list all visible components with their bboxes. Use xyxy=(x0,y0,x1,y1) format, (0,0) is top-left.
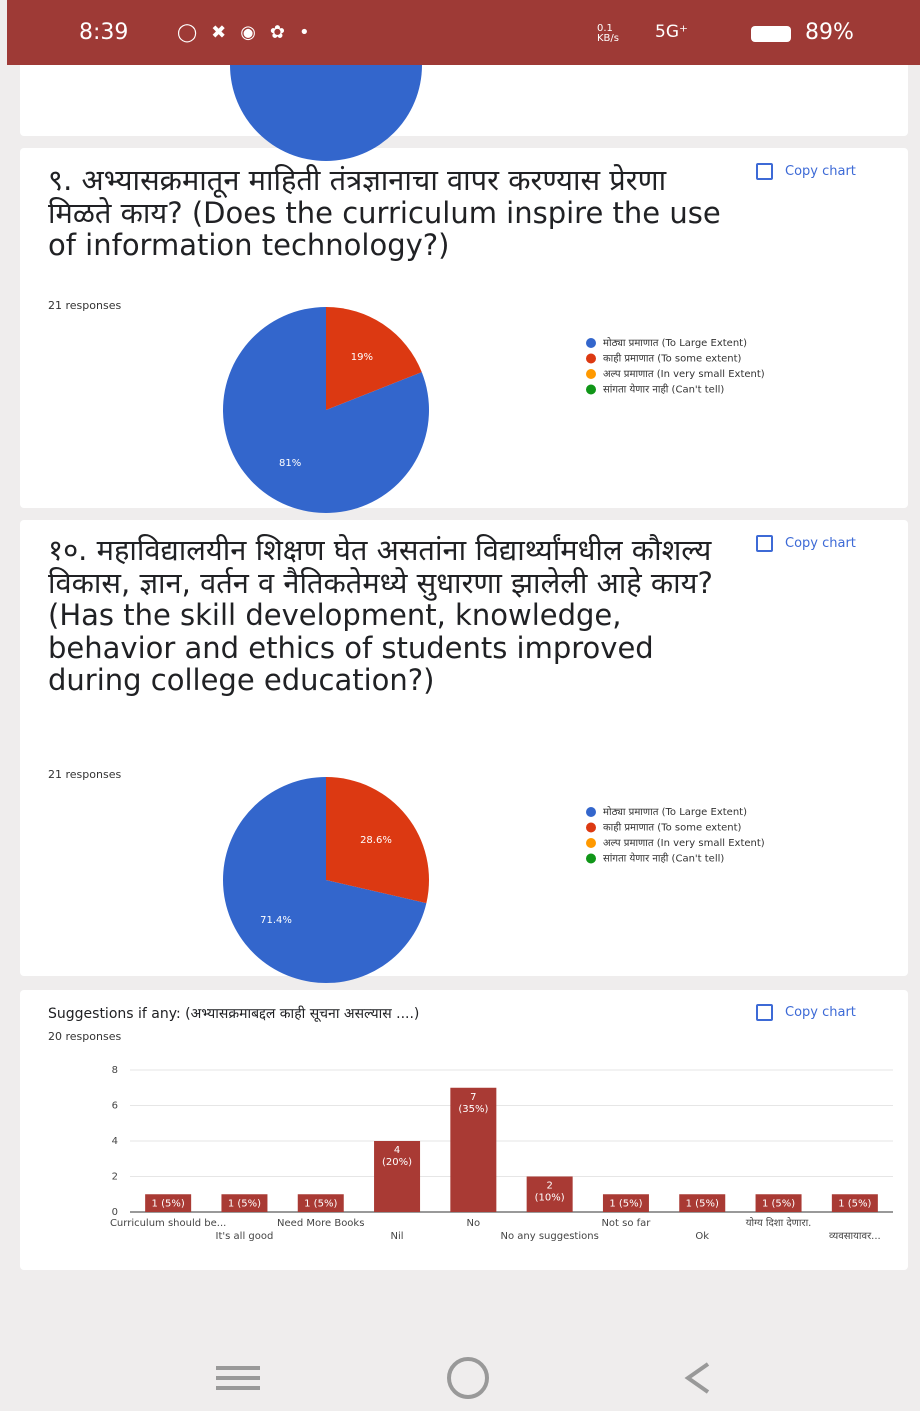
network: 5G⁺ xyxy=(655,22,688,42)
copy-chart[interactable]: Copy chart xyxy=(756,163,856,180)
legend-swatch xyxy=(586,353,596,364)
x-tick-label: Ok xyxy=(695,1231,709,1242)
battery: 89% xyxy=(805,20,854,45)
previous-pie xyxy=(230,65,422,161)
bar xyxy=(374,1141,421,1212)
bar-label-line: (35%) xyxy=(458,1104,488,1115)
battery-icon xyxy=(751,26,791,42)
slice-label: 81% xyxy=(279,458,301,469)
home-icon[interactable] xyxy=(447,1357,489,1399)
card xyxy=(20,148,908,508)
slice-label: 19% xyxy=(351,352,373,363)
legend-label: मोठ्या प्रमाणात (To Large Extent) xyxy=(603,337,747,349)
bar-label: 1 (5%) xyxy=(609,1198,642,1209)
legend-label: सांगता येणार नाही (Can't tell) xyxy=(603,384,724,396)
copy-label[interactable]: Copy chart xyxy=(785,536,856,551)
x-tick-label: No xyxy=(467,1218,481,1229)
nav-bar xyxy=(216,1357,710,1399)
pie-slice xyxy=(223,777,427,983)
x-tick-label: Curriculum should be... xyxy=(110,1218,226,1229)
legend-swatch xyxy=(586,822,596,833)
time: 8:39 xyxy=(79,20,129,45)
bar xyxy=(526,1176,573,1212)
chart-title: ९. अभ्यासक्रमातून माहिती तंत्रज्ञानाचा व… xyxy=(48,163,721,262)
bar-label: 1 (5%) xyxy=(762,1198,795,1209)
card xyxy=(20,520,908,976)
bar-label-line: 4 xyxy=(394,1145,400,1156)
bar-label: 1 (5%) xyxy=(838,1198,871,1209)
legend-label: मोठ्या प्रमाणात (To Large Extent) xyxy=(603,806,747,818)
legend-swatch xyxy=(586,807,596,817)
legend-label: काही प्रमाणात (To some extent) xyxy=(603,353,742,365)
notification-icons: ◯✖◉✿• xyxy=(177,22,324,43)
legend-swatch xyxy=(586,384,596,395)
bar-label: 1 (5%) xyxy=(228,1198,261,1209)
x-tick-label: योग्य दिशा देणारा. xyxy=(746,1217,812,1229)
responses: 21 responses xyxy=(48,768,122,781)
copy-chart[interactable]: Copy chart xyxy=(756,535,856,552)
bar xyxy=(145,1194,192,1212)
x-tick-label: Need More Books xyxy=(277,1218,364,1229)
x-tick-label: Nil xyxy=(391,1231,404,1242)
legend-label: सांगता येणार नाही (Can't tell) xyxy=(603,853,724,865)
x-tick-label: No any suggestions xyxy=(500,1231,598,1242)
legend-label: अल्प प्रमाणात (In very small Extent) xyxy=(603,838,765,849)
legend-swatch xyxy=(586,338,596,348)
copy-label[interactable]: Copy chart xyxy=(785,1005,856,1020)
x-tick-label: व्यवसायावर... xyxy=(829,1231,881,1242)
bar xyxy=(679,1194,726,1212)
x-tick-label: Not so far xyxy=(601,1218,651,1229)
responses: 20 responses xyxy=(48,1030,122,1043)
status-bar: 8:39 ◯✖◉✿• 0.1 KB/s 5G⁺ 89% xyxy=(7,0,920,65)
bar-label: 1 (5%) xyxy=(152,1198,185,1209)
bar-label-line: (20%) xyxy=(382,1157,412,1168)
bar-label: 4 (20%) xyxy=(382,1145,412,1168)
y-tick-label: 8 xyxy=(112,1065,118,1076)
bar-label-line: 7 xyxy=(470,1092,476,1103)
speed: 0.1 KB/s xyxy=(597,23,619,44)
bar-label: 1 (5%) xyxy=(304,1198,337,1209)
slice-label: 28.6% xyxy=(360,835,392,846)
copy-label[interactable]: Copy chart xyxy=(785,164,856,179)
y-tick-label: 2 xyxy=(112,1172,118,1183)
bar-label: 1 (5%) xyxy=(686,1198,719,1209)
legend-swatch xyxy=(586,838,596,848)
bar xyxy=(221,1194,268,1212)
bar xyxy=(755,1194,802,1212)
pie-slice xyxy=(326,777,430,904)
responses: 21 responses xyxy=(48,299,122,312)
bar-label: 2 (10%) xyxy=(535,1181,565,1204)
bar-label-line: (10%) xyxy=(535,1193,565,1204)
bar-label: 7 (35%) xyxy=(458,1092,488,1115)
back-icon[interactable] xyxy=(684,1362,710,1394)
chart-title: १०. महाविद्यालयीन शिक्षण घेत असतांना विद… xyxy=(48,533,713,697)
y-tick-label: 6 xyxy=(112,1101,118,1112)
card xyxy=(20,65,908,136)
bar xyxy=(450,1087,497,1212)
legend-swatch xyxy=(586,853,596,864)
bar xyxy=(602,1194,649,1212)
legend-label: काही प्रमाणात (To some extent) xyxy=(603,822,742,834)
copy-chart[interactable]: Copy chart xyxy=(756,1004,856,1021)
legend-swatch xyxy=(586,369,596,379)
pie-slice xyxy=(326,307,422,410)
y-tick-label: 4 xyxy=(112,1136,118,1147)
slice-label: 71.4% xyxy=(260,915,292,926)
bar xyxy=(297,1194,344,1212)
bar-label-line: 2 xyxy=(546,1181,552,1192)
x-tick-label: It's all good xyxy=(216,1231,274,1242)
legend-label: अल्प प्रमाणात (In very small Extent) xyxy=(603,369,765,380)
y-tick-label: 0 xyxy=(112,1207,118,1218)
bar xyxy=(831,1194,878,1212)
chart-title: Suggestions if any: (अभ्यासक्रमाबद्दल का… xyxy=(48,1006,420,1022)
